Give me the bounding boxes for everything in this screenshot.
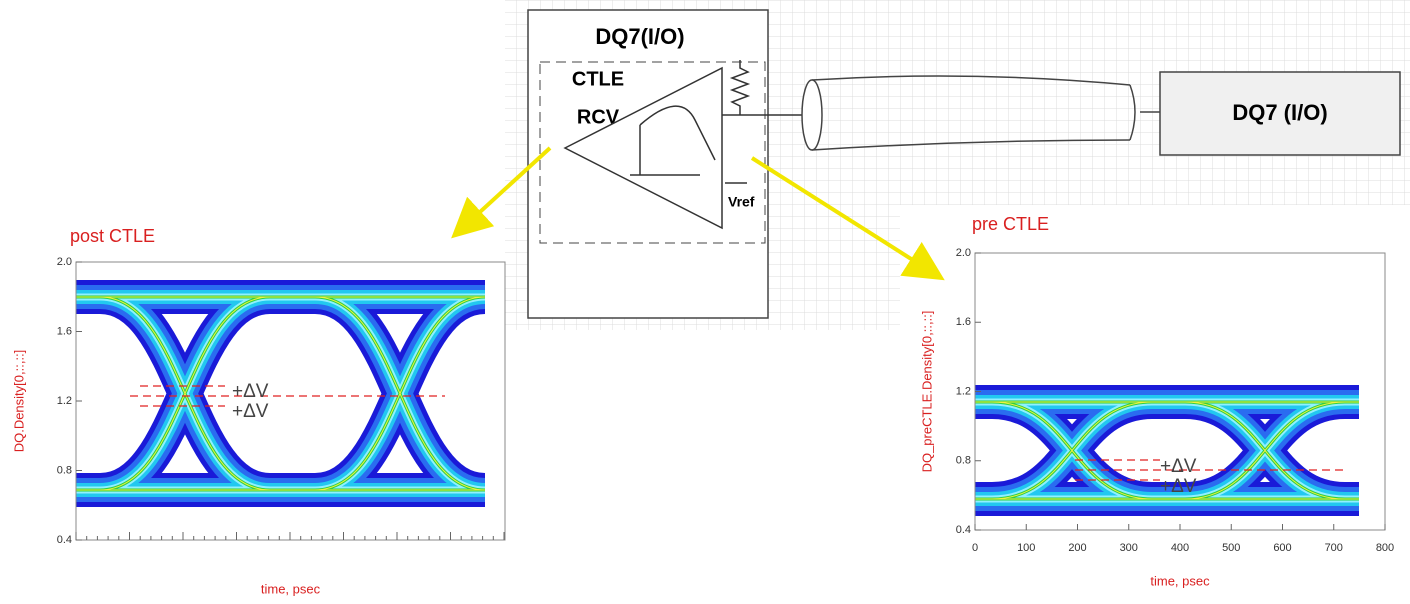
y-tick-label: 2.0 bbox=[956, 247, 971, 259]
x-axis-label: time, psec bbox=[261, 581, 321, 596]
delta-annotation: +ΔV bbox=[232, 401, 269, 422]
delta-annotation: +ΔV bbox=[232, 381, 269, 402]
ctle-label: CTLE bbox=[572, 68, 624, 90]
y-tick-label: 2.0 bbox=[57, 256, 72, 268]
remote-block-label: DQ7 (I/O) bbox=[1232, 100, 1327, 125]
x-axis-label: time, psec bbox=[1150, 573, 1210, 588]
y-tick-label: 1.6 bbox=[57, 325, 72, 337]
block-title: DQ7(I/O) bbox=[595, 24, 684, 49]
x-tick-label: 300 bbox=[1120, 542, 1138, 554]
x-tick-label: 600 bbox=[1273, 542, 1291, 554]
x-tick-label: 400 bbox=[1171, 542, 1189, 554]
y-tick-label: 0.8 bbox=[57, 464, 72, 476]
x-tick-label: 500 bbox=[1222, 542, 1240, 554]
x-tick-label: 100 bbox=[1017, 542, 1035, 554]
y-tick-label: 1.6 bbox=[956, 316, 971, 328]
y-axis-label: DQ_preCTLE.Density[0,::,::] bbox=[919, 311, 934, 473]
x-tick-label: 200 bbox=[1068, 542, 1086, 554]
x-tick-label: 800 bbox=[1376, 542, 1394, 554]
y-tick-label: 0.8 bbox=[956, 455, 971, 467]
y-axis-label: DQ.Density[0,::,::] bbox=[11, 350, 26, 453]
page: DQ7(I/O) CTLE RCV Vref DQ7 (I/O) 0.40.81… bbox=[0, 0, 1410, 604]
x-tick-label: 0 bbox=[972, 542, 978, 554]
y-tick-label: 1.2 bbox=[57, 395, 72, 407]
vref-label: Vref bbox=[728, 194, 755, 210]
y-tick-label: 1.2 bbox=[956, 385, 971, 397]
delta-annotation: +ΔV bbox=[1160, 456, 1197, 477]
delta-annotation: +ΔV bbox=[1160, 476, 1197, 497]
x-tick-label: 700 bbox=[1325, 542, 1343, 554]
y-tick-label: 0.4 bbox=[956, 524, 971, 536]
cable-end bbox=[802, 80, 822, 150]
plot-title: post CTLE bbox=[70, 226, 155, 246]
plot-title: pre CTLE bbox=[972, 214, 1049, 234]
y-tick-label: 0.4 bbox=[57, 534, 72, 546]
